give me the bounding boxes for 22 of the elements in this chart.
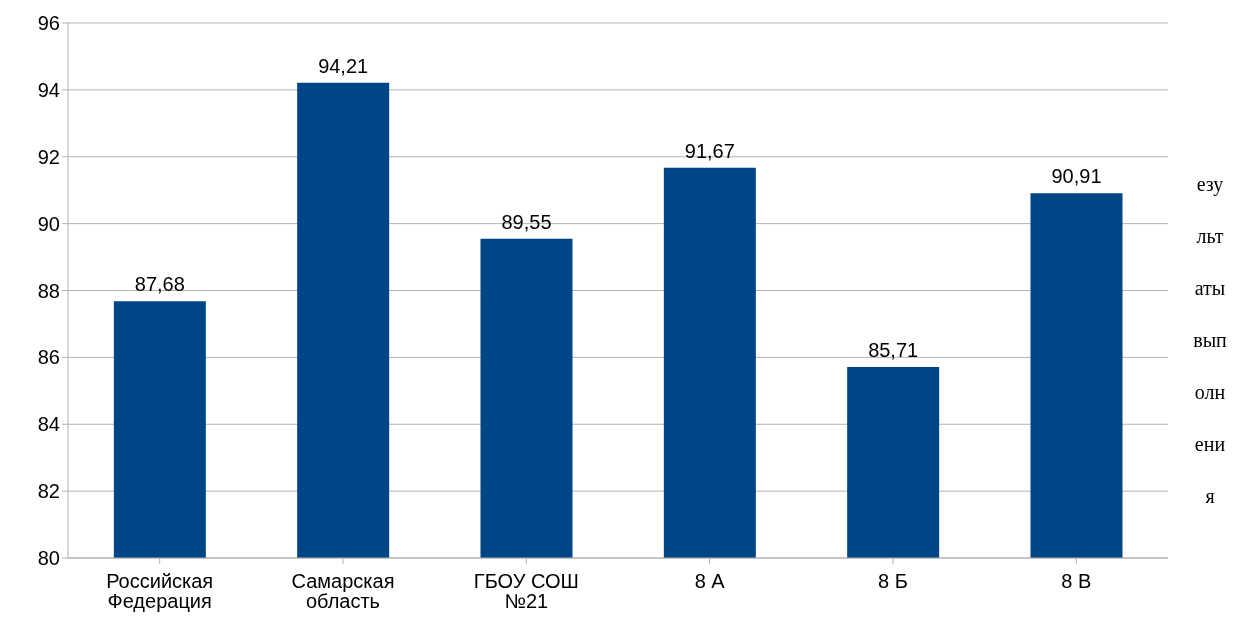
- data-label: 90,91: [1051, 165, 1102, 188]
- y-tick-label: 88: [37, 279, 60, 302]
- y-tick-label: 80: [37, 547, 60, 570]
- x-tick-label: ГБОУ СОШ №21: [473, 570, 579, 613]
- text: езу льт аты вып олн ени я: [1193, 173, 1227, 507]
- x-tick-label: 8 Б: [878, 570, 908, 593]
- data-label: 85,71: [868, 339, 919, 362]
- y-tick-label: 96: [37, 12, 60, 35]
- y-tick-label: 84: [37, 413, 60, 436]
- data-label: 91,67: [684, 139, 735, 162]
- x-tick-label: 8 В: [1061, 570, 1092, 593]
- y-tick-label: 86: [37, 346, 60, 369]
- x-tick-label: Российская Федерация: [106, 570, 214, 613]
- x-tick-label: 8 А: [694, 570, 726, 593]
- y-tick-label: 82: [37, 480, 60, 503]
- data-label: 89,55: [501, 210, 552, 233]
- data-label: 94,21: [318, 54, 369, 77]
- y-tick-label: 94: [37, 78, 60, 101]
- y-tick-label: 92: [37, 145, 60, 168]
- data-label: 87,68: [134, 273, 185, 296]
- x-tick-label: Самарская область: [291, 570, 395, 613]
- y-tick-label: 90: [37, 212, 60, 235]
